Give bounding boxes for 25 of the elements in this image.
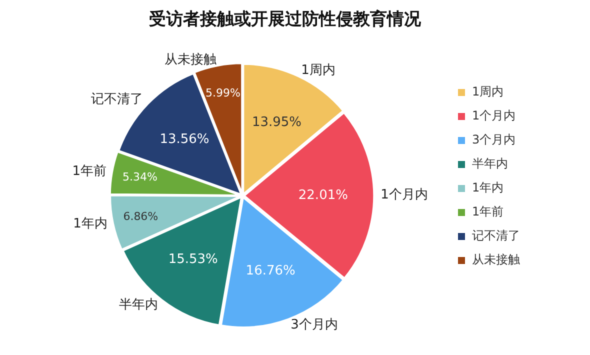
legend-label: 半年内 xyxy=(472,156,508,171)
data-label: 22.01% xyxy=(298,188,348,203)
slice-label: 半年内 xyxy=(118,297,158,312)
slice-label: 从未接触 xyxy=(164,52,217,68)
legend-label: 1年前 xyxy=(472,204,504,219)
slice-label: 1年前 xyxy=(72,164,106,180)
legend-label: 1个月内 xyxy=(472,108,516,123)
data-label: 5.34% xyxy=(122,170,158,184)
legend-label: 从未接触 xyxy=(472,252,520,267)
slice-label: 1个月内 xyxy=(380,188,428,203)
chart-title: 受访者接触或开展过防性侵教育情况 xyxy=(149,8,422,30)
data-label: 13.56% xyxy=(160,132,210,148)
slice-label: 1周内 xyxy=(301,63,336,78)
legend-label: 1年内 xyxy=(472,180,504,195)
legend-label: 1周内 xyxy=(472,84,504,99)
data-label: 16.76% xyxy=(246,264,296,279)
slice-label: 记不清了 xyxy=(91,92,144,108)
slice-label: 1年内 xyxy=(73,216,108,232)
data-label: 6.86% xyxy=(123,210,158,224)
data-label: 15.53% xyxy=(168,252,218,267)
legend-label: 记不清了 xyxy=(472,228,520,243)
legend-label: 3个月内 xyxy=(472,132,516,147)
data-label: 5.99% xyxy=(206,86,241,100)
slice-label: 3个月内 xyxy=(290,318,338,333)
data-label: 13.95% xyxy=(252,115,302,130)
